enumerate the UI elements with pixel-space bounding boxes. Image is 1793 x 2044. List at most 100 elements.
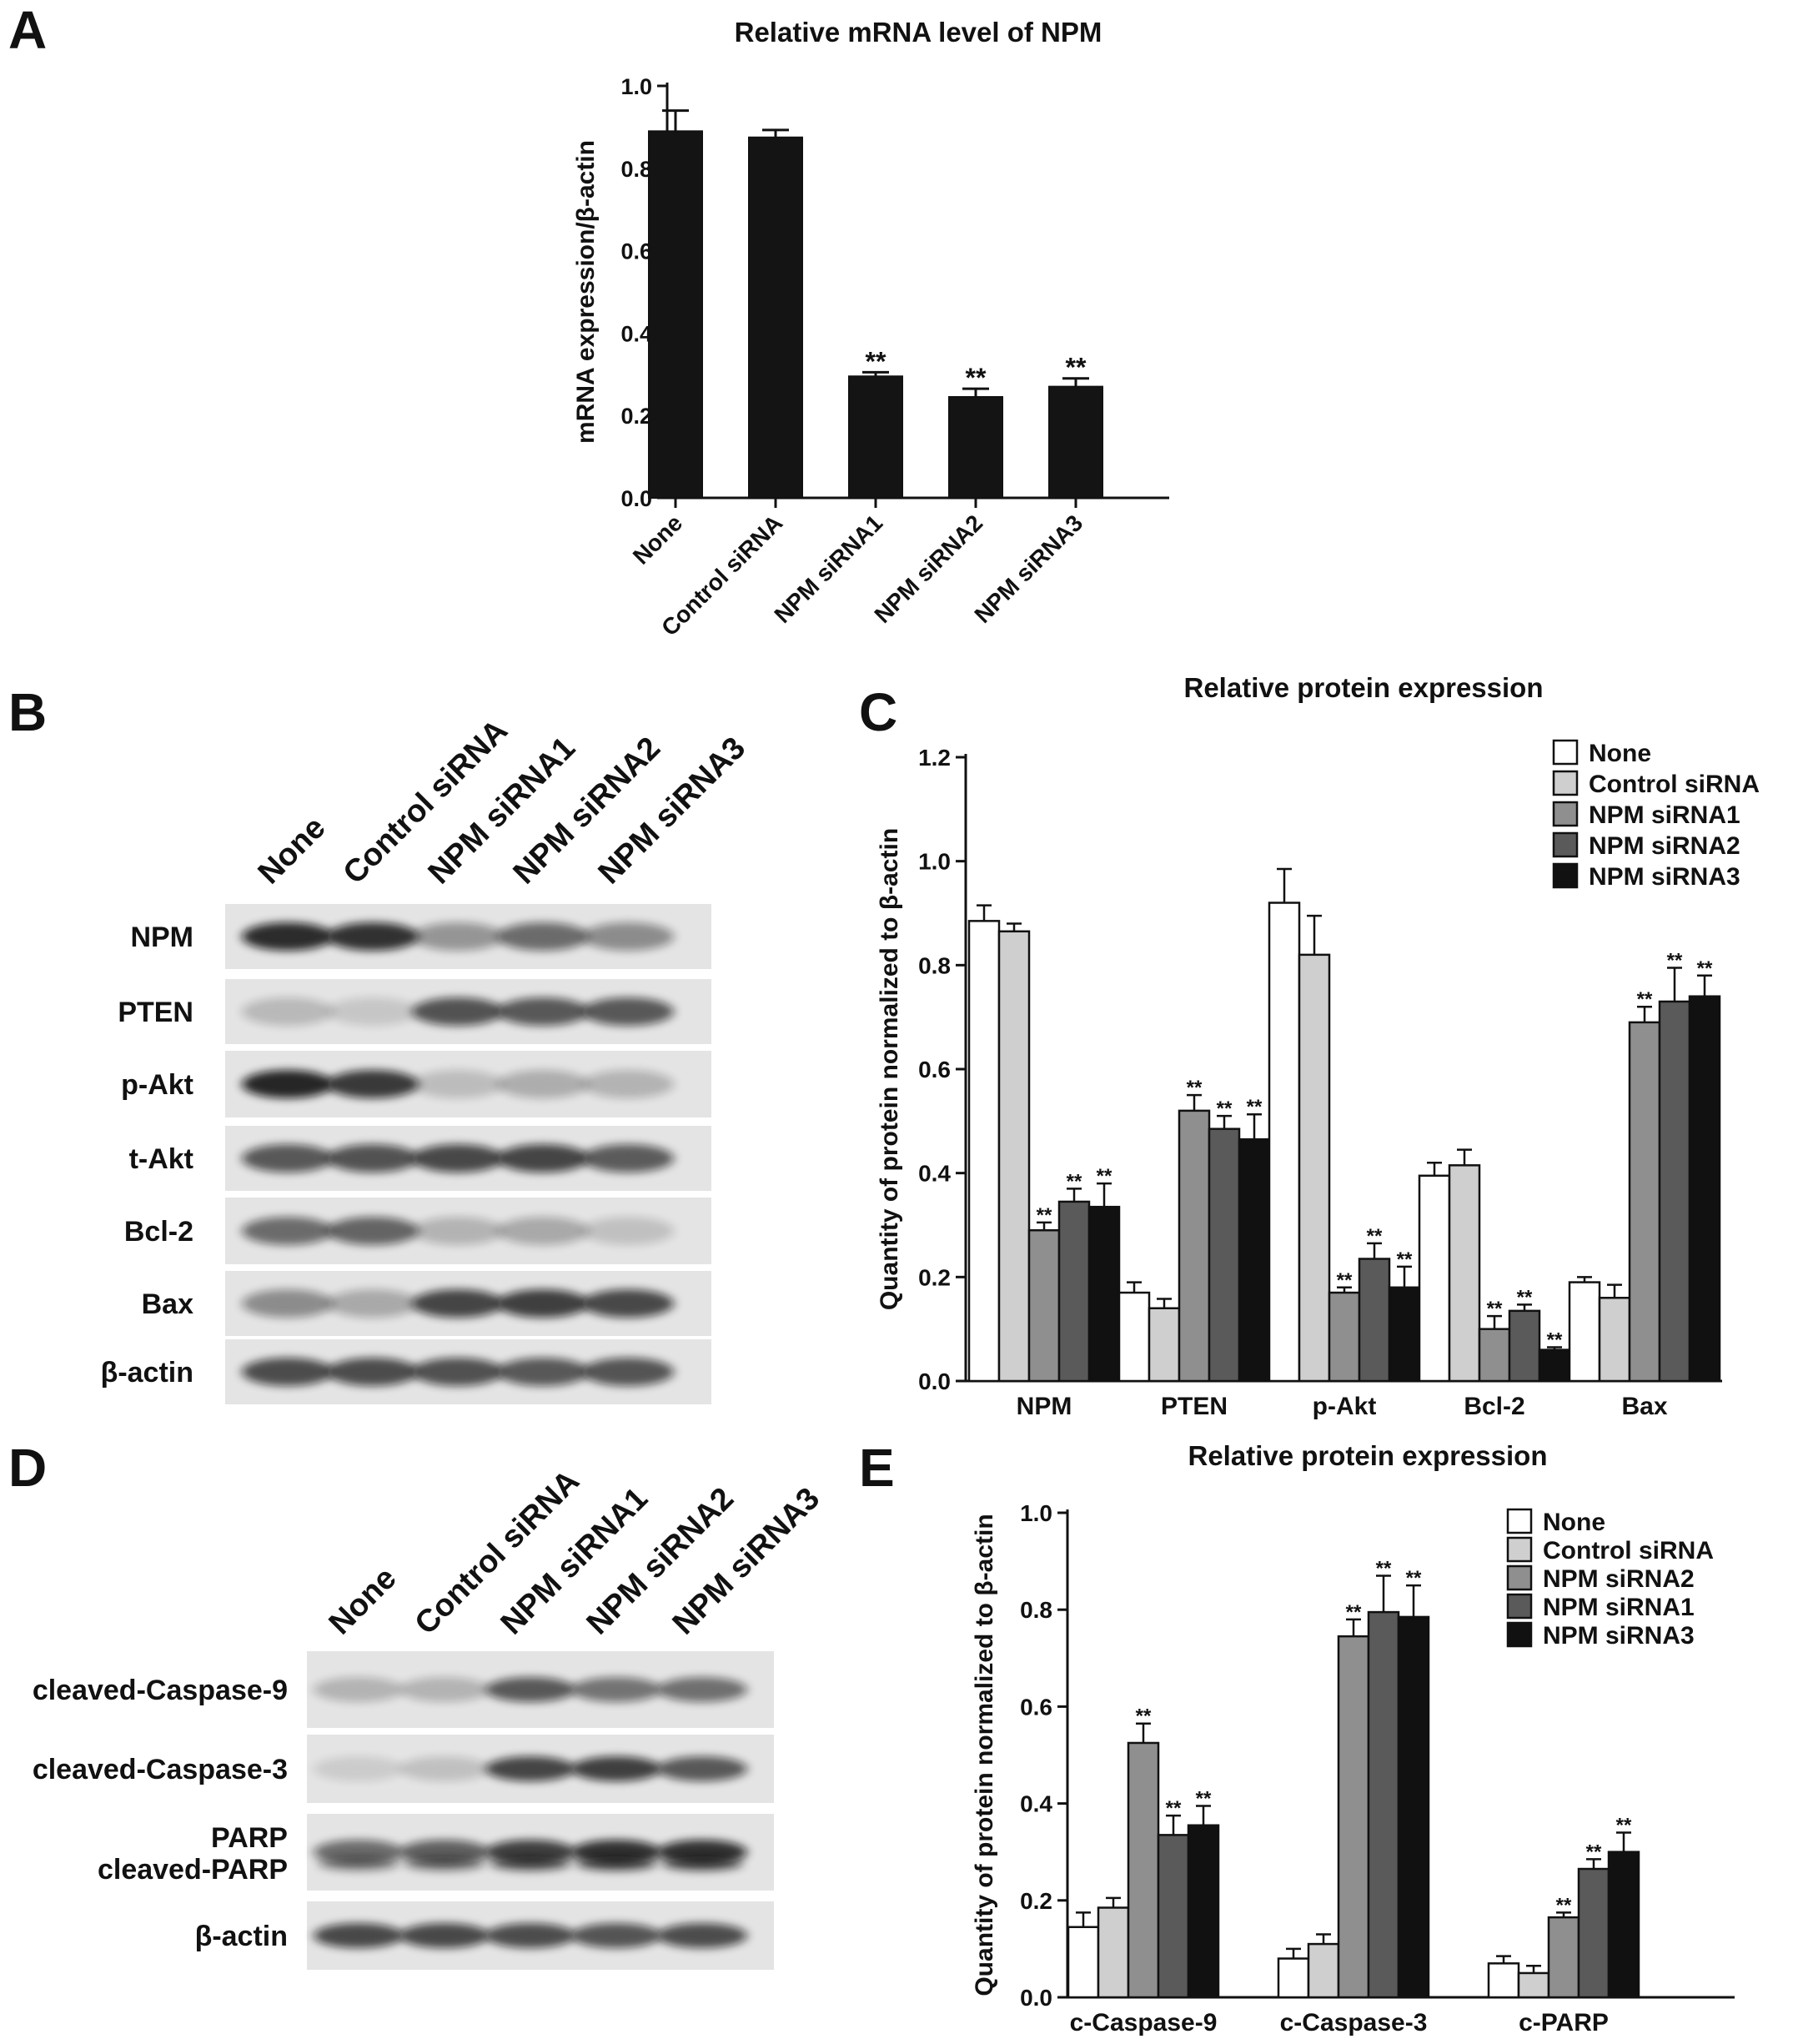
band-cleaved-caspase-9 [314, 1677, 404, 1702]
chart-title: Relative mRNA level of NPM [735, 17, 1102, 48]
significance-marker: ** [1337, 1269, 1353, 1292]
row-label-t-akt: t-Akt [129, 1143, 193, 1175]
band-npm [412, 922, 504, 951]
band-p-akt [242, 1070, 334, 1098]
band-bax [582, 1289, 674, 1318]
band-bcl-2 [327, 1217, 419, 1245]
y-axis-label: mRNA expression/β-actin [572, 140, 600, 444]
band-t-akt [582, 1144, 674, 1173]
band-bax [327, 1289, 419, 1318]
row-label-actin: β-actin [195, 1921, 288, 1952]
band-cleaved-caspase-9 [571, 1677, 661, 1702]
y-axis-label: Quantity of protein normalized to β-acti… [876, 828, 903, 1310]
y-tick-label: 0.2 [620, 404, 652, 429]
legend-label: NPM siRNA1 [1543, 1594, 1695, 1621]
significance-marker: ** [1406, 1567, 1422, 1589]
significance-marker: ** [1697, 957, 1713, 980]
x-tick-label: c-Caspase-3 [1280, 2009, 1428, 2036]
y-tick-label: 0.2 [918, 1264, 951, 1290]
band-bcl-2 [497, 1217, 589, 1245]
bar-npm-control-sirna [997, 930, 1031, 1383]
band-cleaved-parp [575, 1856, 657, 1871]
legend-label: Control siRNA [1589, 771, 1760, 798]
significance-marker: ** [1187, 1077, 1203, 1099]
band-bax [242, 1289, 334, 1318]
y-tick-label: 0.4 [918, 1161, 951, 1187]
band-bax [412, 1289, 504, 1318]
band-cleaved-caspase-9 [657, 1677, 747, 1702]
chart-a: Relative mRNA level of NPM mRNA expressio… [572, 17, 1169, 641]
row-label-npm: NPM [130, 922, 193, 953]
significance-marker: ** [966, 363, 987, 393]
legend-swatch-npm-sirna2 [1552, 831, 1579, 858]
lane-label-npm-sirna2: NPM siRNA2 [580, 1481, 741, 1641]
y-tick-label: 0.6 [620, 239, 652, 264]
band-cleaved-caspase-3 [314, 1756, 404, 1781]
bar-p-akt-npm-sirna1 [1328, 1291, 1361, 1383]
row-label-cleaved-caspase-3: cleaved-Caspase-3 [33, 1754, 288, 1785]
bar-bcl-2-none [1418, 1174, 1451, 1383]
legend-swatch-none [1552, 739, 1579, 766]
bar-c-caspase-9-control-sirna [1097, 1906, 1130, 1999]
lane-label-npm-sirna2: NPM siRNA2 [507, 731, 667, 891]
band-t-akt [412, 1144, 504, 1173]
panel-letter-c: C [859, 682, 897, 742]
y-tick-label: 1.0 [918, 849, 951, 875]
legend-label: NPM siRNA3 [1543, 1622, 1695, 1650]
band-p-akt [582, 1070, 674, 1098]
band-actin [485, 1923, 575, 1948]
row-label-bax: Bax [142, 1288, 193, 1320]
band-cleaved-caspase-9 [399, 1677, 490, 1702]
bar-c-parp-npm-sirna3 [1607, 1851, 1640, 1999]
band-actin [571, 1923, 661, 1948]
legend-swatch-npm-sirna1 [1506, 1593, 1533, 1620]
bar-bax-none [1568, 1281, 1601, 1383]
y-tick-label: 0.8 [620, 157, 652, 182]
significance-marker: ** [1637, 988, 1653, 1011]
band-cleaved-caspase-3 [571, 1756, 661, 1781]
x-tick-label: c-PARP [1519, 2009, 1609, 2036]
row-label-actin: β-actin [101, 1357, 193, 1389]
significance-marker: ** [1166, 1797, 1182, 1820]
bar-bax-npm-sirna1 [1628, 1021, 1661, 1383]
x-tick-label: PTEN [1161, 1393, 1228, 1420]
significance-marker: ** [1067, 1170, 1082, 1193]
legend-label: NPM siRNA2 [1589, 832, 1740, 860]
bar-npm-npm-sirna2 [1057, 1200, 1091, 1383]
bar-control-sirna [748, 136, 803, 499]
significance-marker: ** [1367, 1225, 1383, 1248]
bar-c-caspase-3-npm-sirna3 [1397, 1615, 1430, 1999]
legend-label: Control siRNA [1543, 1537, 1714, 1564]
bar-c-caspase-9-npm-sirna1 [1157, 1834, 1190, 1999]
band-t-akt [327, 1144, 419, 1173]
y-tick-label: 0.4 [1020, 1791, 1052, 1817]
legend-label: NPM siRNA2 [1543, 1565, 1695, 1593]
band-cleaved-parp [318, 1856, 399, 1871]
bar-c-caspase-9-none [1067, 1926, 1100, 1999]
bar-p-akt-npm-sirna2 [1358, 1258, 1391, 1383]
y-tick-label: 0.4 [620, 321, 652, 346]
bar-c-parp-npm-sirna2 [1547, 1916, 1580, 1999]
bar-bcl-2-npm-sirna2 [1508, 1309, 1541, 1383]
band-actin [412, 1358, 504, 1386]
band-actin [399, 1923, 490, 1948]
bar-npm-sirna1 [848, 375, 903, 499]
bar-bax-control-sirna [1598, 1297, 1631, 1383]
y-tick-label: 0.8 [1020, 1597, 1052, 1623]
legend-label: None [1589, 740, 1651, 767]
legend-swatch-none [1506, 1508, 1533, 1534]
band-npm [582, 922, 674, 951]
x-tick-label: None [628, 510, 687, 569]
y-tick-label: 1.0 [620, 74, 652, 99]
panel-letter-b: B [8, 682, 47, 742]
x-tick-label: Bax [1621, 1393, 1667, 1420]
legend-swatch-control-sirna [1552, 770, 1579, 796]
lane-label-npm-sirna3: NPM siRNA3 [666, 1481, 826, 1641]
bar-npm-npm-sirna1 [1027, 1228, 1061, 1383]
bar-bcl-2-npm-sirna1 [1478, 1328, 1511, 1383]
y-tick-label: 1.0 [1020, 1500, 1052, 1526]
band-actin [582, 1358, 674, 1386]
